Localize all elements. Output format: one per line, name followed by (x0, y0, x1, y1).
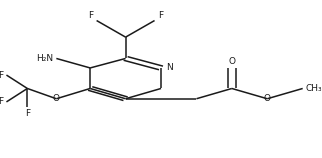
Text: O: O (53, 94, 60, 103)
Text: N: N (166, 64, 173, 72)
Text: CH₃: CH₃ (306, 84, 322, 93)
Text: F: F (25, 109, 30, 118)
Text: O: O (228, 57, 235, 66)
Text: F: F (0, 97, 3, 106)
Text: F: F (158, 11, 163, 20)
Text: H₂N: H₂N (36, 54, 53, 63)
Text: O: O (264, 94, 271, 103)
Text: F: F (0, 71, 3, 79)
Text: F: F (88, 11, 93, 20)
